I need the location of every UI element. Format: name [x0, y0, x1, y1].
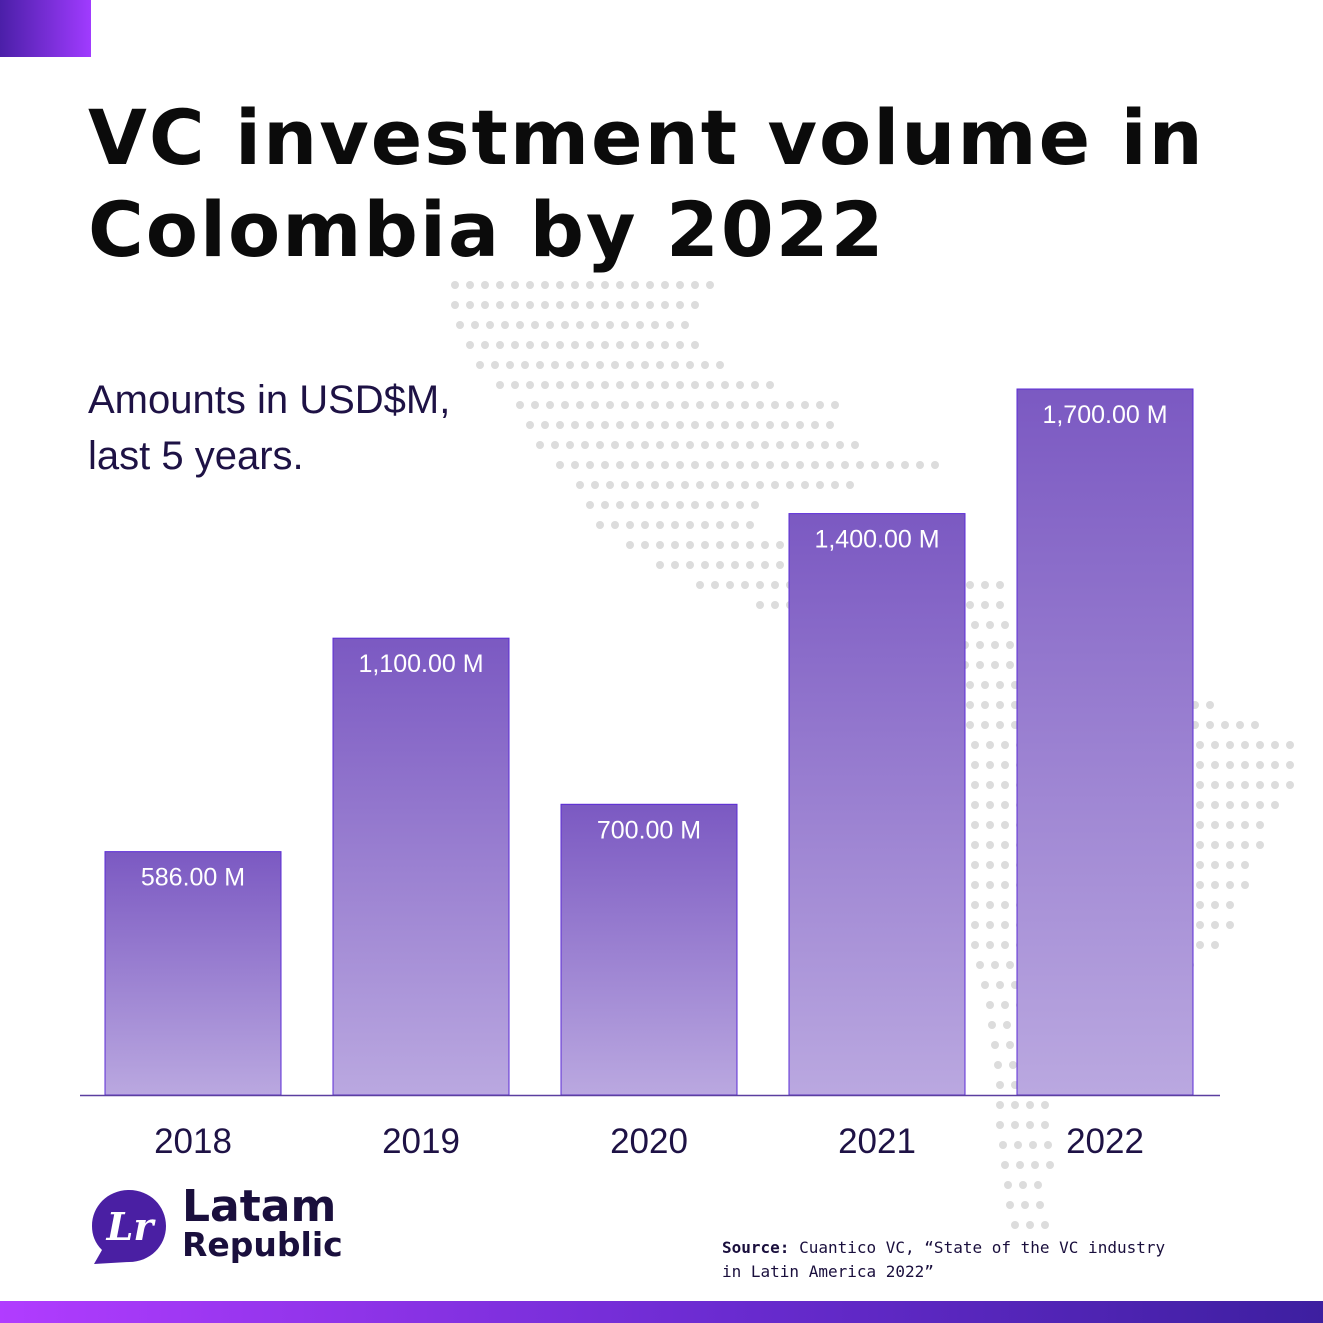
chart-title: VC investment volume in Colombia by 2022 — [88, 93, 1205, 274]
x-tick-label-2019: 2019 — [382, 1122, 460, 1161]
data-label-2022: 1,700.00 M — [1042, 401, 1167, 429]
subtitle-line-2: last 5 years. — [88, 434, 304, 478]
subtitle-line-1: Amounts in USD$M, — [88, 378, 451, 422]
x-tick-label-2021: 2021 — [838, 1122, 916, 1161]
bar-2021 — [788, 513, 966, 1096]
x-tick-label-2022: 2022 — [1066, 1122, 1144, 1161]
logo-word-republic: Republic — [182, 1225, 343, 1264]
bar-2020 — [560, 803, 738, 1096]
source-text: Cuantico VC, “State of the VC industry i… — [722, 1238, 1166, 1281]
latam-republic-logo[interactable]: Lr Latam Republic — [90, 1182, 390, 1268]
corner-accent — [0, 0, 91, 57]
bar-2018 — [104, 851, 282, 1096]
data-label-2019: 1,100.00 M — [358, 650, 483, 678]
chart-subtitle: Amounts in USD$M, last 5 years. — [88, 372, 608, 484]
source-label: Source: — [722, 1238, 790, 1257]
source-note: Source: Cuantico VC, “State of the VC in… — [722, 1236, 1192, 1284]
bar-2019 — [332, 637, 510, 1096]
data-label-2021: 1,400.00 M — [814, 526, 939, 554]
logo-mark-letters: Lr — [106, 1204, 157, 1249]
data-label-2018: 586.00 M — [141, 864, 245, 892]
data-label-2020: 700.00 M — [597, 816, 701, 844]
logo-word-latam: Latam — [182, 1181, 337, 1232]
x-tick-label-2018: 2018 — [154, 1122, 232, 1161]
logo-speech-bubble-icon: Lr — [92, 1190, 166, 1264]
x-tick-label-2020: 2020 — [610, 1122, 688, 1161]
bottom-accent-bar — [0, 1301, 1323, 1323]
bar-2022 — [1016, 388, 1194, 1096]
